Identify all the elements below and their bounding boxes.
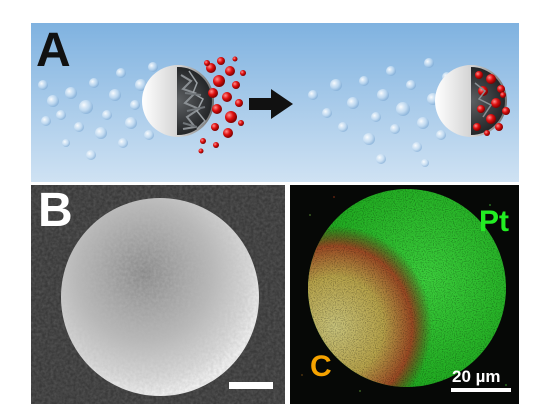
label-c: C [310,350,332,383]
arrow-right-icon [249,89,293,119]
sphere-after [435,65,510,137]
panel-letter-b: B [38,184,73,237]
panel-b-element-map [290,185,519,404]
background-noise [301,196,507,392]
panel-b-sem-image [31,185,285,404]
sem-microsphere [31,185,285,404]
pt-particles-released [198,56,246,154]
eds-mapping [290,185,519,404]
panel-a-schematic [31,23,519,182]
scale-bar-label: 20 µm [452,367,501,386]
scale-bar-map [451,388,511,392]
schematic-illustration [31,23,519,182]
scale-bar-sem [229,382,273,389]
panel-letter-a: A [36,24,71,77]
label-pt: Pt [479,205,509,238]
sphere-before [142,65,214,137]
